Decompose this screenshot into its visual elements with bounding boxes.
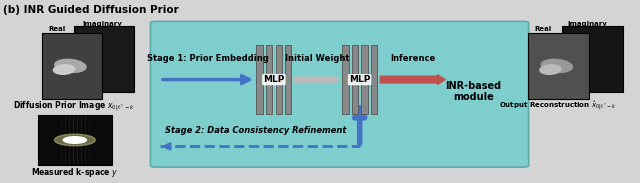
Text: INR-based
module: INR-based module — [445, 81, 502, 102]
FancyBboxPatch shape — [361, 45, 367, 114]
FancyBboxPatch shape — [38, 115, 112, 165]
Text: Output Reconstruction $\hat{x}_{0|t^*-k}$: Output Reconstruction $\hat{x}_{0|t^*-k}… — [499, 100, 617, 113]
FancyBboxPatch shape — [352, 45, 358, 114]
FancyBboxPatch shape — [74, 26, 134, 92]
Text: Stage 2: Data Consistency Refinement: Stage 2: Data Consistency Refinement — [165, 126, 347, 135]
Text: Real: Real — [534, 26, 552, 32]
Text: Measured k-space $y$: Measured k-space $y$ — [31, 166, 118, 179]
Ellipse shape — [540, 59, 573, 73]
Ellipse shape — [54, 59, 87, 73]
FancyBboxPatch shape — [528, 33, 589, 99]
FancyBboxPatch shape — [562, 26, 623, 92]
FancyBboxPatch shape — [371, 45, 377, 114]
Text: MLP: MLP — [263, 75, 285, 84]
Circle shape — [63, 137, 86, 143]
Text: Diffusion Prior Image $x_{0|t^*-k}$: Diffusion Prior Image $x_{0|t^*-k}$ — [13, 100, 134, 114]
Text: Imaginary: Imaginary — [568, 21, 607, 27]
Text: MLP: MLP — [349, 75, 371, 84]
FancyBboxPatch shape — [150, 21, 529, 167]
Ellipse shape — [52, 64, 76, 75]
Text: Stage 1: Prior Embedding: Stage 1: Prior Embedding — [147, 54, 269, 63]
Text: Inference: Inference — [390, 54, 435, 63]
Text: (b) INR Guided Diffusion Prior: (b) INR Guided Diffusion Prior — [3, 5, 179, 16]
FancyBboxPatch shape — [342, 45, 349, 114]
Text: Initial Weight: Initial Weight — [285, 54, 349, 63]
FancyBboxPatch shape — [275, 45, 282, 114]
Ellipse shape — [539, 64, 562, 75]
FancyBboxPatch shape — [257, 45, 263, 114]
FancyBboxPatch shape — [266, 45, 273, 114]
Circle shape — [54, 134, 95, 146]
Text: Imaginary: Imaginary — [82, 21, 122, 27]
FancyBboxPatch shape — [42, 33, 102, 99]
Text: Real: Real — [48, 26, 65, 32]
FancyBboxPatch shape — [285, 45, 291, 114]
